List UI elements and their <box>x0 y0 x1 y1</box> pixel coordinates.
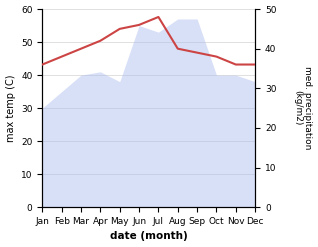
X-axis label: date (month): date (month) <box>110 231 188 242</box>
Y-axis label: med. precipitation
(kg/m2): med. precipitation (kg/m2) <box>293 66 313 150</box>
Y-axis label: max temp (C): max temp (C) <box>5 74 16 142</box>
